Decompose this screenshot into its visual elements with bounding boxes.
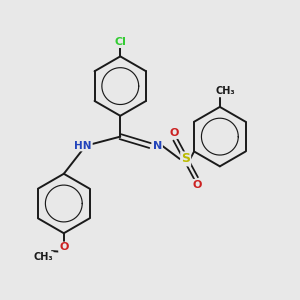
Text: CH₃: CH₃	[33, 252, 53, 262]
Text: HN: HN	[74, 140, 92, 151]
Text: O: O	[59, 242, 68, 253]
Text: S: S	[181, 152, 190, 165]
Text: N: N	[153, 140, 162, 151]
Text: O: O	[193, 180, 202, 190]
Text: Cl: Cl	[114, 37, 126, 47]
Text: CH₃: CH₃	[215, 86, 235, 96]
Text: O: O	[169, 128, 178, 138]
